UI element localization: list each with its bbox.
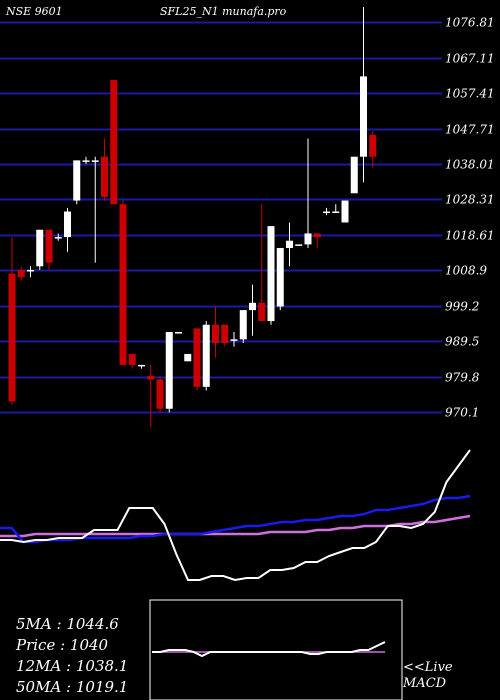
candle-up: [304, 233, 312, 245]
candle-up: [267, 226, 275, 322]
candle-up: [360, 76, 367, 157]
y-tick-label: 970.1: [445, 406, 479, 420]
y-tick-label: 1076.81: [445, 16, 495, 30]
y-tick-label: 1047.71: [445, 123, 495, 137]
candle-up: [54, 237, 62, 239]
candle-down: [147, 375, 155, 380]
y-tick-label: 999.2: [445, 300, 479, 314]
candle-up: [165, 332, 173, 409]
macd-lines: [152, 641, 386, 658]
candle-down: [212, 324, 219, 343]
macd-live-label: <<Live: [403, 660, 453, 675]
macd-main-line: [152, 641, 386, 658]
candle-up: [286, 240, 293, 249]
macd-title-label: MACD: [402, 676, 447, 691]
candle-up: [82, 160, 90, 162]
candle-down: [313, 233, 321, 238]
price-readout: Price : 1040: [15, 636, 109, 654]
candle-down: [8, 273, 16, 402]
ma50-readout: 50MA : 1019.1: [16, 678, 128, 696]
y-tick-label: 989.5: [445, 335, 479, 349]
candle-down: [119, 204, 127, 365]
header-left-label: NSE 9601: [5, 5, 63, 18]
candle-up: [138, 364, 145, 367]
candle-down: [369, 134, 377, 157]
candlesticks: [8, 7, 377, 427]
candle-down: [128, 353, 136, 365]
ma5-readout: 5MA : 1044.6: [16, 615, 119, 633]
candle-up: [184, 353, 192, 362]
price-axis-labels: 1076.81 1067.11 1057.41 1047.71 1038.01 1028.…: [445, 16, 495, 420]
candle-up: [202, 324, 210, 387]
y-tick-label: 1038.01: [445, 158, 495, 172]
candle-up: [276, 248, 284, 307]
candle-up: [350, 156, 358, 194]
y-tick-label: 1057.41: [445, 87, 495, 101]
candle-down: [193, 328, 201, 387]
candle-up: [230, 339, 238, 341]
y-tick-label: 979.8: [445, 371, 480, 385]
candle-down: [101, 156, 108, 197]
candle-down: [258, 302, 266, 322]
moving-average-lines: [0, 449, 471, 582]
candle-up: [332, 211, 340, 214]
ma12-readout: 12MA : 1038.1: [16, 657, 128, 675]
candle-down: [221, 324, 229, 343]
candle-up: [91, 160, 99, 162]
header-center-label: SFL25_N1 munafa.pro: [160, 5, 287, 18]
candle-up: [295, 244, 303, 246]
candle-up: [36, 229, 44, 267]
candle-up: [73, 160, 81, 201]
y-tick-label: 1067.11: [445, 52, 495, 66]
candle-up: [323, 211, 330, 214]
candle-up: [239, 310, 247, 340]
ma5-line: [0, 449, 471, 582]
y-tick-label: 1008.9: [445, 264, 487, 278]
candle-down: [17, 269, 25, 278]
candle-up: [175, 332, 182, 334]
candle-down: [45, 229, 53, 263]
y-tick-label: 1028.31: [445, 193, 495, 207]
candle-up: [27, 269, 34, 272]
candle-down: [110, 80, 118, 205]
y-tick-label: 1018.61: [445, 229, 495, 243]
candle-up: [64, 211, 71, 238]
candle-up: [341, 200, 349, 223]
candle-up: [249, 302, 256, 311]
candle-down: [156, 379, 164, 409]
